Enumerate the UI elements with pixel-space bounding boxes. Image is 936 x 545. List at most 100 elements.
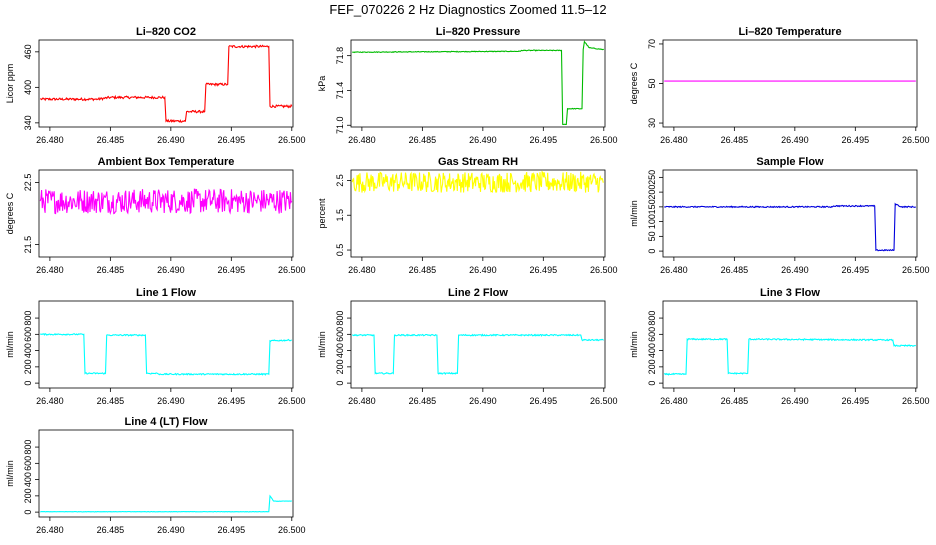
x-tick-label: 26.485 [409,135,437,145]
y-tick-label: 340 [23,115,33,130]
chart-title: Sample Flow [756,156,824,168]
x-tick-label: 26.490 [469,396,497,406]
x-tick-label: 26.480 [348,135,376,145]
x-tick-label: 26.495 [530,396,558,406]
chart-title: Li–820 Pressure [436,26,520,38]
y-tick-label: 70 [647,39,657,49]
y-tick-label: 400 [23,80,33,95]
chart-title: Li–820 CO2 [136,26,196,38]
y-tick-label: 2.5 [335,174,345,187]
y-tick-label: 1.5 [335,209,345,222]
x-tick-label: 26.480 [36,135,64,145]
y-tick-label: 600 [23,456,33,471]
y-tick-label: 200 [647,185,657,200]
y-tick-label: 50 [647,231,657,241]
y-tick-label: 600 [335,327,345,342]
plot-frame [38,300,294,389]
x-tick-label: 26.495 [842,135,870,145]
x-tick-label: 26.480 [348,265,376,275]
y-axis-label: ml/min [5,460,15,487]
y-tick-label: 71.8 [335,47,345,65]
y-tick-label: 21.5 [23,236,33,254]
x-tick-label: 26.495 [842,265,870,275]
chart-title: Li–820 Temperature [738,26,841,38]
x-tick-label: 26.495 [218,265,246,275]
plot-frame [662,169,918,258]
x-tick-label: 26.485 [721,396,749,406]
x-tick-label: 26.500 [902,396,930,406]
y-tick-label: 0 [647,381,657,386]
chart-panel-8: Line 2 Flow 26.480 26.485 26.490 26.495 26.50… [317,287,618,406]
series-line-1 [39,44,293,123]
y-tick-label: 0 [23,510,33,515]
x-tick-label: 26.480 [660,265,688,275]
y-axis-label: ml/min [317,331,327,358]
x-tick-label: 26.480 [36,265,64,275]
x-tick-label: 26.490 [781,396,809,406]
x-tick-label: 26.490 [157,525,185,535]
x-tick-label: 26.480 [36,525,64,535]
y-tick-label: 460 [23,44,33,59]
y-axis-label: degrees C [5,192,15,234]
series-line-1 [40,494,292,513]
x-tick-label: 26.500 [902,135,930,145]
x-tick-label: 26.485 [409,265,437,275]
x-tick-label: 26.485 [721,135,749,145]
plot-frame [350,300,606,389]
chart-title: Line 4 (LT) Flow [125,416,208,428]
chart-panel-7: Line 1 Flow 26.480 26.485 26.490 26.495 26.50… [5,287,306,406]
chart-panel-9: Line 3 Flow 26.480 26.485 26.490 26.495 26.50… [629,287,930,406]
x-tick-label: 26.490 [781,265,809,275]
y-tick-label: 0.5 [335,244,345,257]
x-tick-label: 26.495 [530,265,558,275]
plot-frame [38,169,294,258]
x-tick-label: 26.500 [590,265,618,275]
y-axis-label: Licor ppm [5,64,15,104]
x-tick-label: 26.500 [902,265,930,275]
x-tick-label: 26.485 [97,396,125,406]
chart-panel-2: Li–820 Pressure 26.480 26.485 26.490 26.495 2… [317,26,618,145]
chart-title: Gas Stream RH [438,156,518,168]
x-tick-label: 26.500 [278,135,306,145]
y-tick-label: 200 [335,359,345,374]
chart-title: Ambient Box Temperature [98,156,235,168]
x-tick-label: 26.485 [97,265,125,275]
x-tick-label: 26.500 [278,525,306,535]
x-tick-label: 26.500 [278,265,306,275]
y-tick-label: 400 [23,472,33,487]
y-axis-label: ml/min [629,331,639,358]
x-tick-label: 26.495 [530,135,558,145]
x-tick-label: 26.480 [348,396,376,406]
y-tick-label: 0 [647,249,657,254]
x-tick-label: 26.495 [218,396,246,406]
chart-title: Line 1 Flow [136,287,196,299]
x-tick-label: 26.480 [36,396,64,406]
x-tick-label: 26.490 [157,135,185,145]
plot-frame [38,429,294,518]
x-tick-label: 26.500 [590,396,618,406]
y-tick-label: 0 [23,381,33,386]
x-tick-label: 26.485 [97,525,125,535]
chart-panel-10: Line 4 (LT) Flow 26.480 26.485 26.490 26.495… [5,416,306,535]
series-line-1 [40,333,292,376]
x-tick-label: 26.495 [218,135,246,145]
y-tick-label: 150 [647,199,657,214]
x-tick-label: 26.480 [660,396,688,406]
x-tick-label: 26.485 [409,396,437,406]
series-line-1 [664,202,917,252]
figure-title: FEF_070226 2 Hz Diagnostics Zoomed 11.5–… [329,2,606,17]
y-axis-label: degrees C [629,62,639,104]
y-tick-label: 30 [647,118,657,128]
x-tick-label: 26.490 [157,396,185,406]
plot-frame [662,300,918,389]
x-tick-label: 26.500 [590,135,618,145]
chart-panel-3: Li–820 Temperature 26.480 26.485 26.490 26.4… [629,26,930,145]
x-tick-label: 26.480 [660,135,688,145]
y-axis-label: ml/min [5,331,15,358]
y-tick-label: 200 [647,359,657,374]
y-tick-label: 22.5 [23,174,33,192]
series-line-1 [352,40,605,126]
series-line-1 [39,188,293,216]
